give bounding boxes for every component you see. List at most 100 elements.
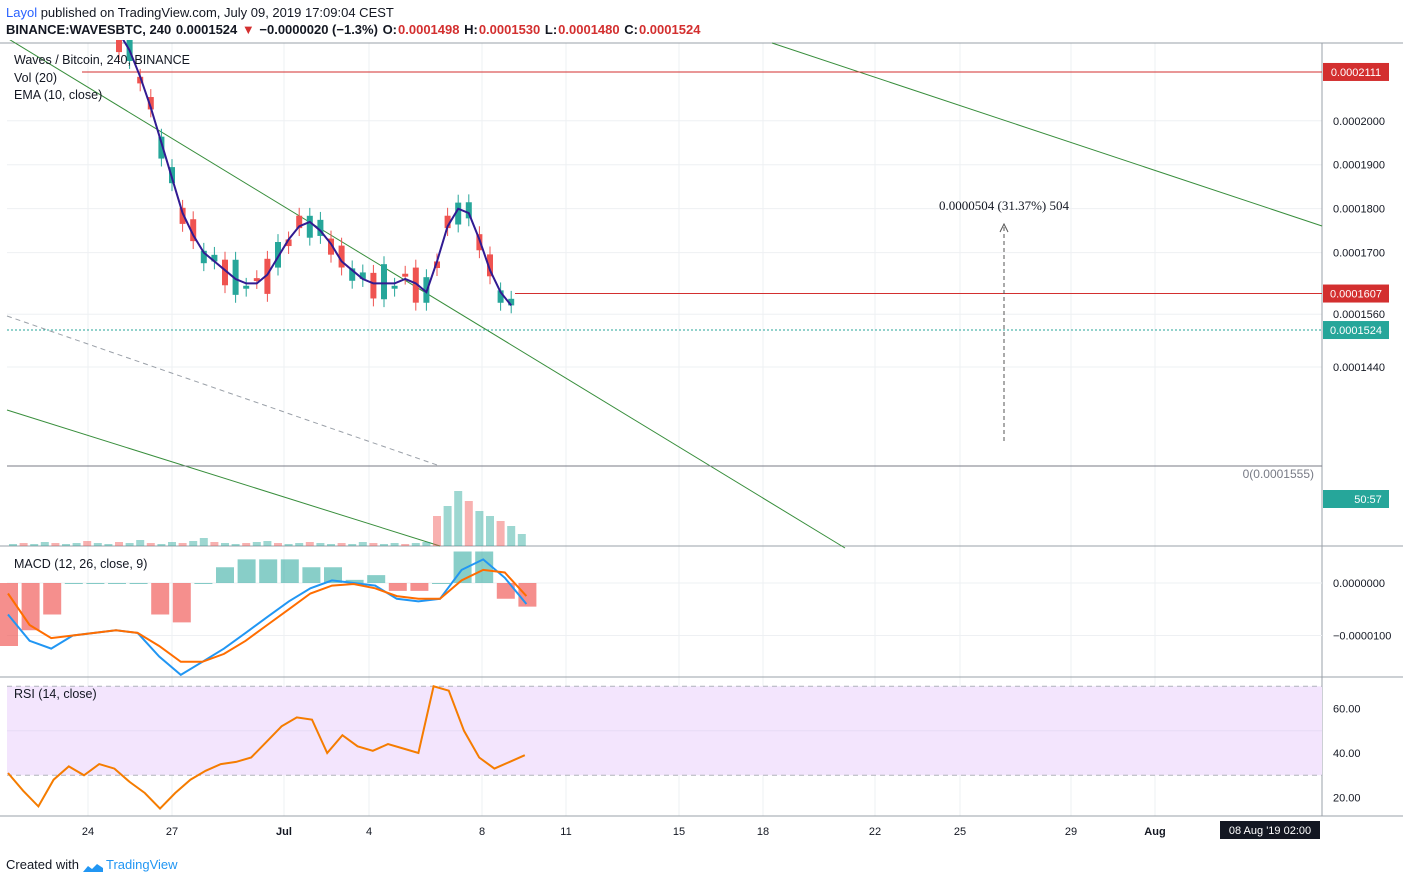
author-link[interactable]: Layol [6,5,38,20]
candle-body [381,264,387,300]
x-tick-label: 27 [166,826,178,838]
candle-body [434,261,440,269]
x-tick-label: Jul [276,826,292,838]
high-value: 0.0001530 [478,22,541,37]
candle-body [296,215,303,229]
volume-bar [210,542,219,546]
candle-body [211,254,218,262]
volume-bar [104,544,113,546]
trendline-lower [6,409,441,547]
measure-label: 0.0000504 (31.37%) 504 [939,198,1069,213]
macd-histogram-bar [129,583,148,584]
volume-bar [125,543,134,546]
price-tick-label: 0.0001800 [1333,204,1385,216]
ema-line [122,40,512,307]
volume-bar [411,543,420,546]
countdown-box [1323,490,1389,508]
candle-body [317,219,324,236]
footer: Created with TradingView [6,857,178,872]
rsi-line [7,685,526,811]
candle-body [328,238,334,255]
volume-bar [454,491,463,546]
macd-legend: MACD (12, 26, close, 9) [14,557,148,571]
volume-bar [115,542,123,546]
ema-legend: EMA (10, close) [14,88,103,102]
price-label-box [1323,284,1389,303]
countdown-label: 50:57 [1354,494,1382,506]
close-label: C: [624,22,638,37]
candle-body [285,239,292,247]
macd-histogram-bar [432,583,450,584]
macd-histogram-bar [496,583,515,599]
volume-bar [486,516,494,546]
macd-histogram-bar [280,559,299,583]
close-value: 0.0001524 [638,22,701,37]
candle-body [391,285,398,289]
change-value: −0.0000020 (−1.3%) [259,22,378,37]
rsi-tick-label: 60.00 [1333,704,1361,716]
macd-histogram-bar [388,583,407,591]
symbol-label: BINANCE:WAVESBTC, 240 [6,22,172,37]
volume-bar [401,544,410,546]
last-price: 0.0001524 [175,22,238,37]
price-tick-label: 0.0001900 [1333,160,1385,172]
volume-bar [348,544,357,546]
price-label-text: 0.0001607 [1330,289,1382,301]
macd-tick-label: −0.0000100 [1333,631,1391,643]
candle-body [137,76,144,84]
dashed-trendline [6,315,441,467]
candle-body [370,272,377,299]
volume-bar [30,544,39,546]
candle-body [264,258,271,294]
macd-histogram-bar [194,583,213,584]
volume-bar [295,543,304,546]
volume-bar [517,534,526,546]
volume-bar [157,544,166,546]
volume-bar [168,542,176,546]
volume-bar [380,544,388,546]
macd-histogram-bar [86,583,105,584]
volume-bar [507,526,516,546]
open-label: O: [382,22,398,37]
macd-histogram-bar [475,551,494,583]
volume-bar [422,542,431,546]
candle-body [243,285,250,289]
macd-histogram-bar [151,583,170,615]
x-tick-label: 15 [673,826,685,838]
price-label-text: 0.0002111 [1331,67,1381,79]
candle-body [253,278,260,282]
x-tick-label: 11 [560,826,571,838]
volume-bar [337,543,346,546]
high-label: H: [464,22,478,37]
candle-body [444,215,451,229]
created-with-text: Created with [6,857,79,872]
candle-body [487,254,493,277]
candle-body [222,259,228,286]
x-tick-label: 18 [757,826,769,838]
price-tick-label: 0.0002000 [1333,116,1385,128]
volume-bar [72,543,81,546]
volume-bar [496,521,505,546]
candle-body [465,202,472,219]
volume-bar [199,538,208,546]
candle-body [497,290,504,303]
volume-bar [316,543,325,546]
rsi-tick-label: 20.00 [1333,793,1361,805]
volume-bar [358,542,367,546]
macd-histogram-bar [324,567,342,583]
candle-body [190,219,197,242]
candle-body [275,242,281,268]
tradingview-link[interactable]: TradingView [106,857,178,872]
macd-histogram-bar [21,583,40,631]
chart-canvas[interactable]: 0.0000504 (31.37%) 504 0(0.0001555) 0.0002… [0,40,1403,855]
candle-body [116,40,122,53]
volume-bar [284,544,293,546]
volume-bar [178,543,187,546]
volume-bar [62,544,70,546]
reference-label: 0(0.0001555) [1243,467,1314,481]
chart-title: Waves / Bitcoin, 240, BINANCE [14,53,190,67]
volume-bar [252,542,261,546]
candle-body [508,298,515,306]
macd-histogram-bar [345,579,364,583]
macd-histogram-bar [108,583,126,584]
